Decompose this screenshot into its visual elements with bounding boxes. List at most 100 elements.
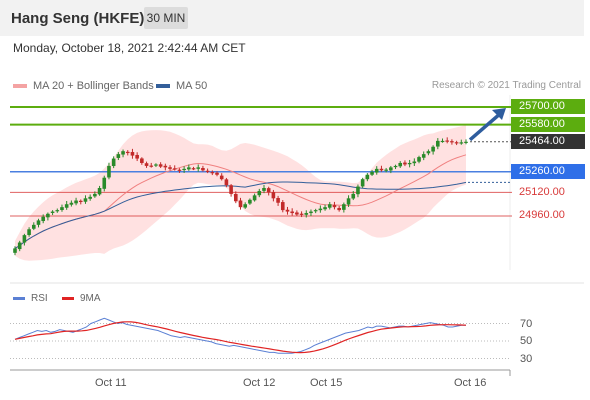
candle-body xyxy=(31,224,36,229)
candle-body xyxy=(337,207,341,211)
candle-body xyxy=(50,211,55,213)
candle-body xyxy=(234,193,238,202)
candle-body xyxy=(436,140,440,147)
candle-body xyxy=(290,211,294,214)
candle-body xyxy=(318,208,323,211)
candle-body xyxy=(445,140,450,142)
credit-label: Research © 2021 Trading Central xyxy=(431,80,581,91)
rsi-level-50: 50 xyxy=(520,335,533,347)
candle-body xyxy=(205,170,210,172)
candle-body xyxy=(46,213,50,218)
candle-body xyxy=(266,188,271,193)
rsi-ma-line xyxy=(14,321,467,354)
candle-body xyxy=(182,168,186,171)
candle-body xyxy=(280,202,285,211)
candle-body xyxy=(69,202,74,205)
label-support-1: 25120.00 xyxy=(519,186,565,198)
candle-body xyxy=(187,167,191,170)
candle-body xyxy=(379,168,384,171)
candle-body xyxy=(370,171,374,175)
legend-ma50-label: MA 50 xyxy=(176,80,208,92)
candle-body xyxy=(431,146,435,152)
candle-body xyxy=(238,200,243,208)
rsi-ma-swatch xyxy=(62,296,74,300)
candle-body xyxy=(459,142,464,144)
candle-body xyxy=(219,175,224,180)
candle-body xyxy=(450,141,454,143)
ma50-swatch xyxy=(156,84,170,89)
candle-body xyxy=(323,207,327,210)
candle-body xyxy=(271,192,276,199)
candle-body xyxy=(17,242,22,250)
candle-body xyxy=(172,168,177,170)
candle-body xyxy=(351,193,356,199)
candle-body xyxy=(384,169,388,171)
candle-body xyxy=(360,179,365,187)
candle-body xyxy=(140,158,144,163)
candle-body xyxy=(346,198,351,205)
x-label-oct15: Oct 15 xyxy=(310,377,343,389)
tag-resistance-2: 25700.00 xyxy=(511,99,585,114)
candle-body xyxy=(440,140,445,143)
candle-body xyxy=(154,164,158,166)
tag-resistance-1: 25580.00 xyxy=(511,117,585,132)
candle-body xyxy=(407,162,412,165)
candle-body xyxy=(144,163,149,166)
candle-body xyxy=(163,165,168,168)
x-label-oct11: Oct 11 xyxy=(95,377,127,389)
candle-body xyxy=(276,198,280,203)
candle-body xyxy=(248,199,252,204)
candle-body xyxy=(102,177,107,189)
header-bar: Hang Seng (HKFE) 30 MIN xyxy=(0,0,584,36)
rsi-level-30: 30 xyxy=(520,353,533,365)
candle-body xyxy=(398,162,403,167)
candle-body xyxy=(421,154,426,158)
bollinger-swatch xyxy=(13,84,27,89)
x-label-oct16: Oct 16 xyxy=(454,377,487,389)
label-support-2: 24960.00 xyxy=(519,209,565,221)
candle-body xyxy=(22,235,27,243)
rsi-swatch xyxy=(13,296,25,300)
candle-body xyxy=(464,141,468,143)
candle-body xyxy=(393,165,398,168)
x-label-oct12: Oct 12 xyxy=(243,377,276,389)
candle-body xyxy=(116,154,121,158)
candle-body xyxy=(55,210,60,212)
candle-body xyxy=(36,220,41,225)
candle-body xyxy=(93,193,97,197)
candle-body xyxy=(243,204,247,208)
candle-body xyxy=(285,209,290,212)
candle-body xyxy=(27,229,31,235)
candle-body xyxy=(313,210,318,212)
candle-body xyxy=(97,188,102,195)
candle-body xyxy=(332,205,337,208)
candle-body xyxy=(83,198,88,202)
candle-body xyxy=(149,165,154,167)
candle-body xyxy=(389,167,393,171)
candle-body xyxy=(365,174,370,180)
legend-rsi: RSI xyxy=(13,293,48,304)
candle-body xyxy=(356,186,360,195)
tag-pivot: 25260.00 xyxy=(511,164,585,179)
candle-body xyxy=(295,212,299,215)
candle-body xyxy=(107,165,111,178)
candle-body xyxy=(374,168,379,173)
forecast-arrowhead xyxy=(492,108,506,120)
legend-rsi-ma: 9MA xyxy=(62,293,101,304)
candle-body xyxy=(262,188,266,191)
legend-bollinger: MA 20 + Bollinger Bands xyxy=(13,80,154,92)
candle-body xyxy=(74,200,78,204)
timeframe-button[interactable]: 30 MIN xyxy=(144,7,188,29)
legend-bollinger-label: MA 20 + Bollinger Bands xyxy=(33,80,154,92)
datetime-label: Monday, October 18, 2021 2:42:44 AM CET xyxy=(13,41,246,55)
candle-body xyxy=(64,204,69,208)
candle-body xyxy=(191,168,196,170)
candle-body xyxy=(41,216,45,222)
candle-body xyxy=(177,169,182,171)
candle-body xyxy=(130,152,135,156)
candle-body xyxy=(13,248,17,253)
symbol-title: Hang Seng (HKFE) xyxy=(11,10,145,27)
candle-body xyxy=(201,168,205,171)
candle-body xyxy=(417,157,421,162)
